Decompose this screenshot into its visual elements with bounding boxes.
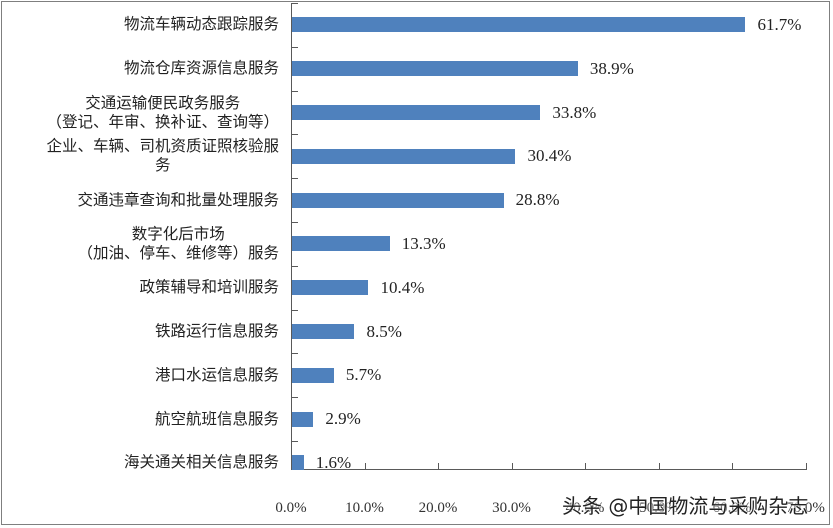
x-tick-label: 40.0% [565, 500, 605, 516]
x-tick-label: 50.0% [639, 500, 678, 516]
category-label: 交通运输便民政务服务 （登记、年审、换补证、查询等） [46, 93, 279, 131]
category-label: 航空航班信息服务 [154, 409, 279, 428]
bar [292, 367, 334, 383]
x-tick-label: 10.0% [345, 500, 384, 516]
y-tick [292, 46, 298, 48]
bar-value-label: 5.7% [345, 365, 382, 385]
y-axis [291, 3, 292, 470]
bar-value-label: 8.5% [366, 321, 402, 341]
bar-value-label: 38.9% [589, 58, 634, 78]
bar [292, 105, 541, 120]
category-label: 物流车辆动态跟踪服务 [123, 15, 279, 34]
y-tick [292, 265, 298, 267]
bar-value-label: 13.3% [401, 233, 446, 253]
bar [292, 61, 578, 77]
x-tick [732, 463, 733, 469]
bar-value-label: 1.6% [315, 452, 352, 472]
y-tick [292, 397, 298, 399]
bar-value-label: 28.8% [515, 190, 560, 210]
category-label: 政策辅导和培训服务 [139, 278, 279, 297]
x-tick [511, 463, 513, 469]
bar-value-label: 61.7% [757, 14, 802, 34]
x-tick [438, 463, 439, 469]
bar [292, 411, 314, 427]
category-label: 铁路运行信息服务 [154, 322, 279, 340]
category-label: 企业、车辆、司机资质证照核验服务 [46, 137, 279, 175]
bar [292, 192, 504, 208]
y-tick [292, 178, 298, 180]
bar [292, 17, 746, 33]
y-tick [292, 90, 298, 92]
y-tick [292, 3, 298, 4]
x-tick [658, 463, 660, 469]
bar [292, 236, 390, 252]
bar [292, 280, 369, 296]
bar [292, 324, 355, 339]
bar-value-label: 2.9% [325, 409, 361, 429]
category-label: 交通违章查询和批量处理服务 [77, 190, 279, 209]
x-tick-label: 20.0% [418, 500, 458, 516]
y-tick [292, 222, 298, 223]
x-axis [291, 469, 807, 470]
category-label: 港口水运信息服务 [154, 365, 279, 384]
category-label: 数字化后市场 （加油、停车、维修等）服务 [77, 224, 279, 262]
bar [292, 148, 516, 164]
category-label: 物流仓库资源信息服务 [123, 59, 279, 78]
y-tick [292, 441, 298, 442]
y-tick [292, 353, 298, 355]
y-tick [292, 309, 298, 311]
category-label: 海关通关相关信息服务 [123, 453, 279, 472]
x-tick-label: 70.0% [786, 500, 825, 516]
y-tick [292, 134, 298, 136]
x-tick [364, 463, 366, 469]
watermark: 头条 @中国物流与采购杂志 [562, 494, 809, 518]
x-tick-label: 30.0% [492, 500, 531, 516]
bar [292, 455, 304, 471]
x-tick [805, 463, 807, 469]
x-tick-label: 0.0% [275, 500, 307, 516]
bar-value-label: 30.4% [527, 146, 572, 166]
x-tick-label: 60.0% [712, 500, 752, 516]
bar-value-label: 33.8% [552, 102, 597, 122]
x-tick [585, 463, 586, 469]
bar-value-label: 10.4% [380, 277, 425, 297]
